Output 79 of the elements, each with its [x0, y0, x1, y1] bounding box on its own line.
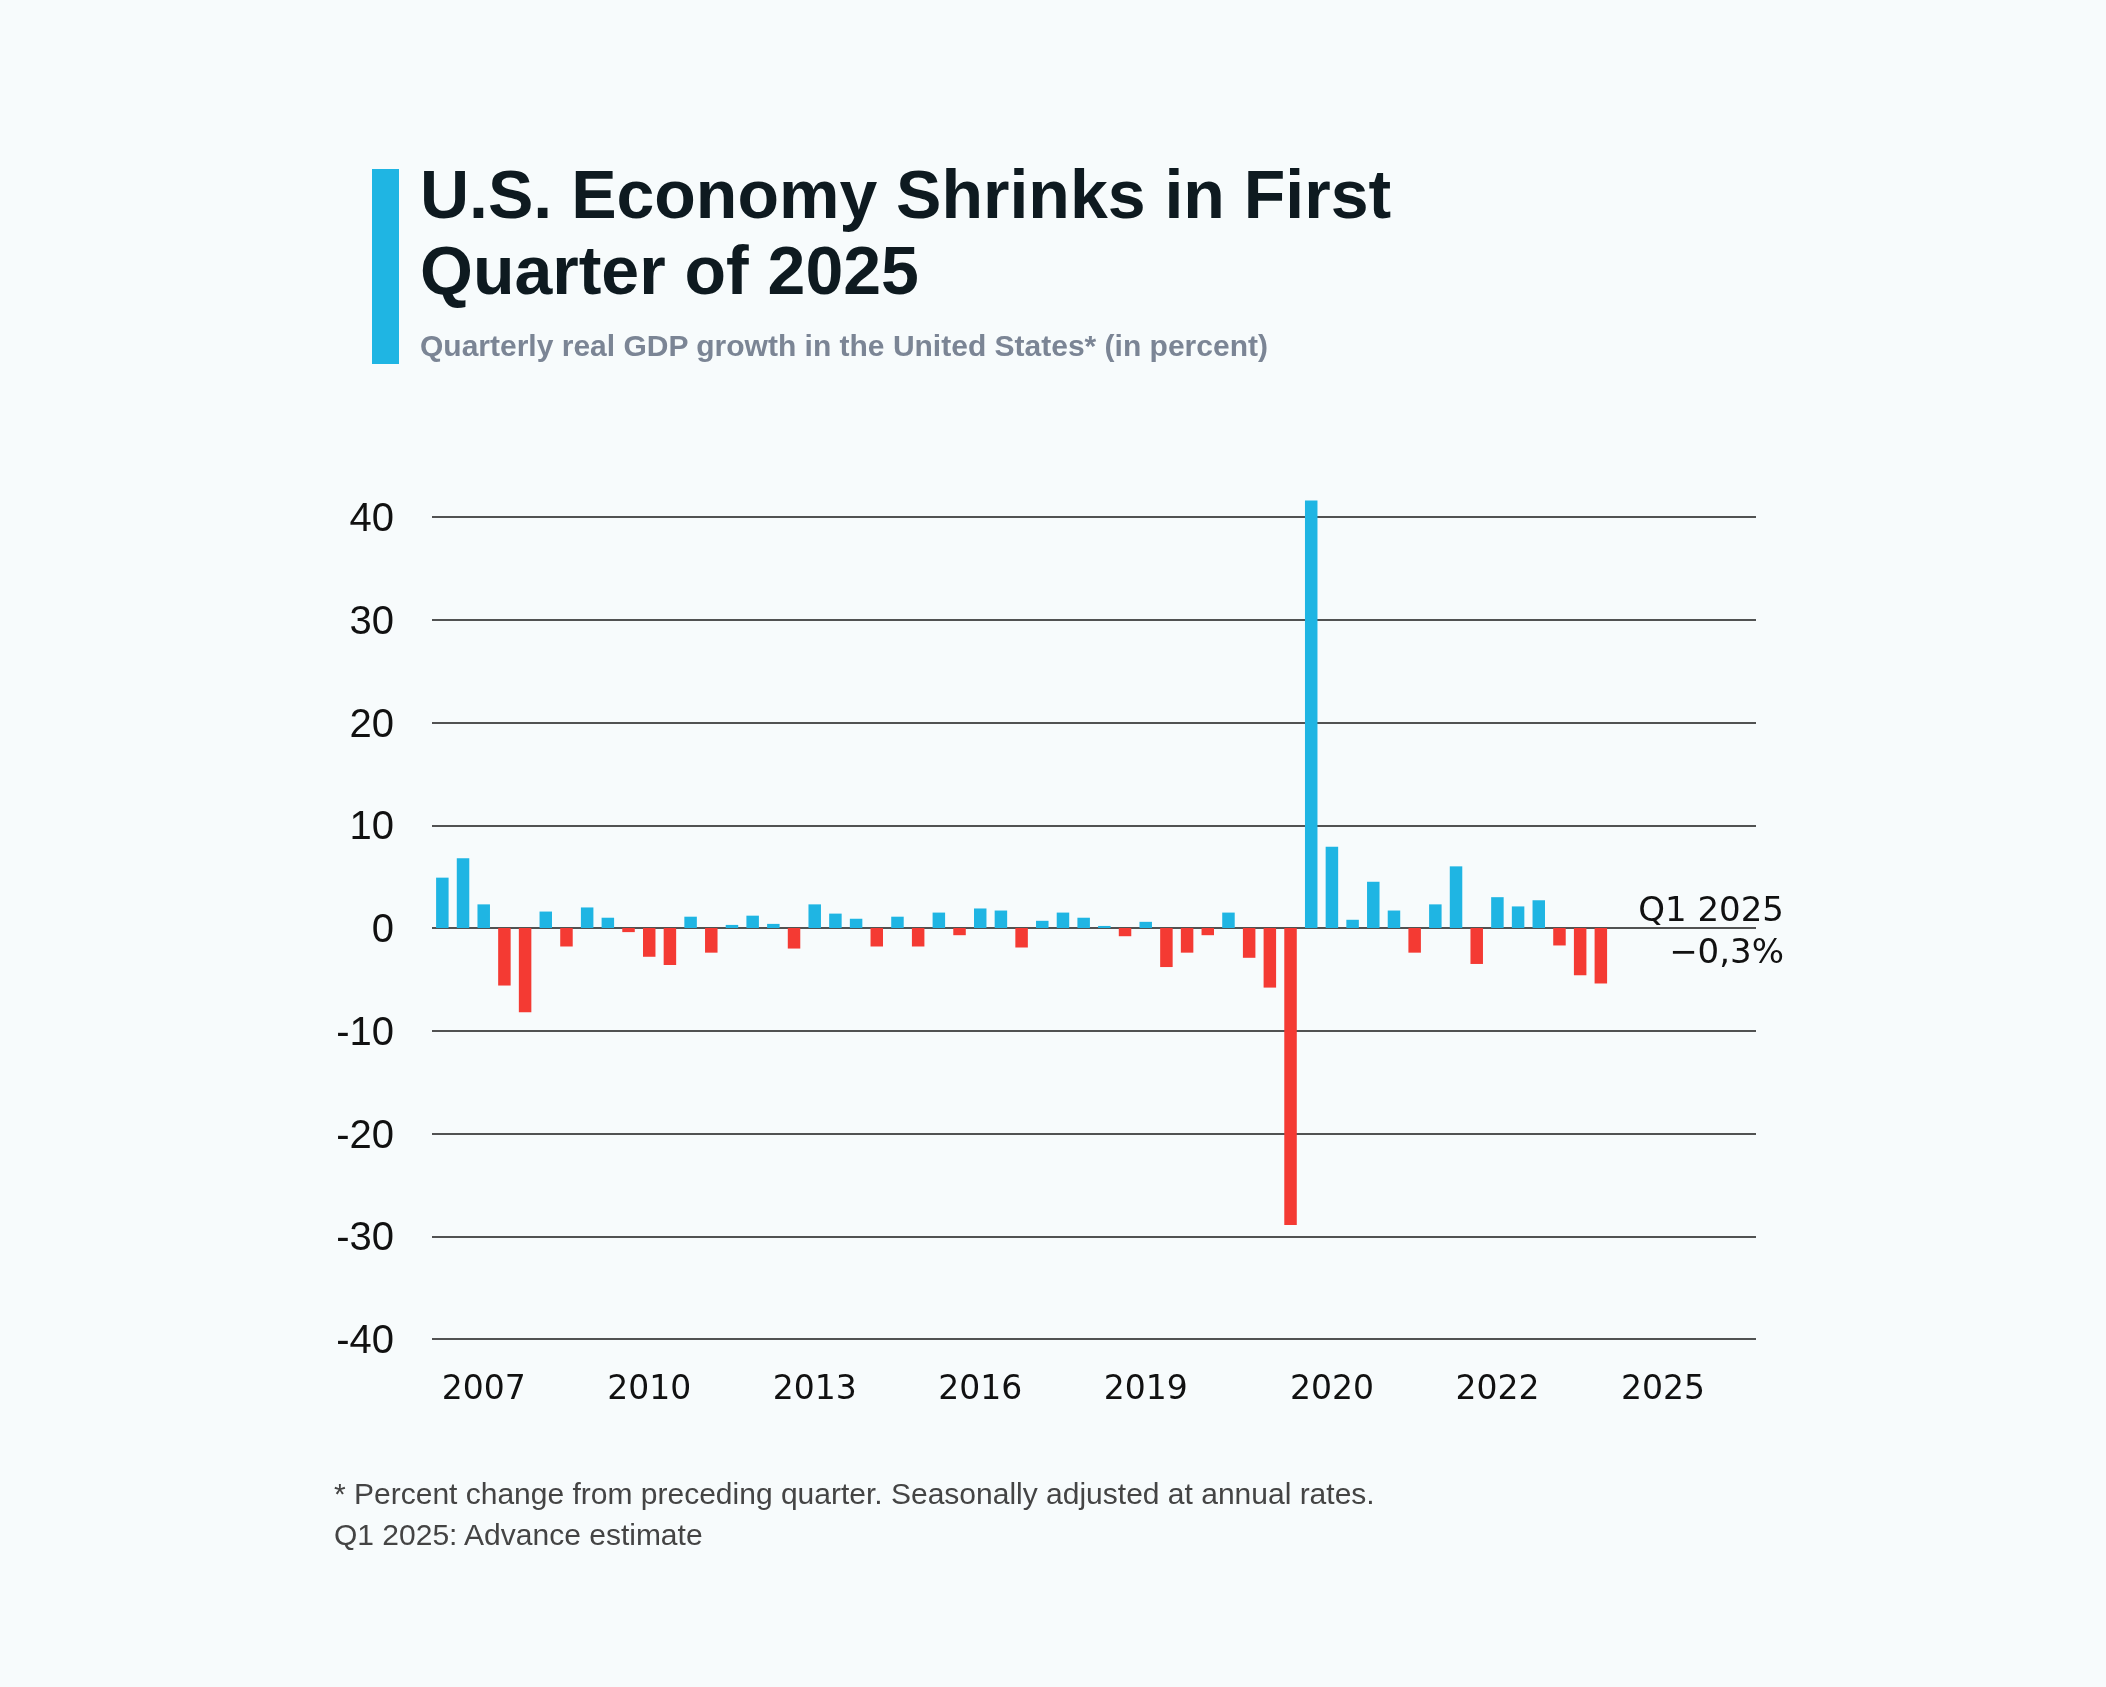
- x-tick-label: 2013: [772, 1368, 857, 1407]
- bar: [1242, 928, 1256, 958]
- bar: [1201, 928, 1215, 936]
- x-tick-label: 2020: [1289, 1368, 1374, 1407]
- chart-title: U.S. Economy Shrinks in First Quarter of 2025: [420, 156, 1393, 308]
- y-tick-label: 10: [349, 803, 394, 848]
- bar: [1284, 928, 1297, 1225]
- bar: [1180, 928, 1194, 953]
- bar: [767, 923, 780, 928]
- bar: [1015, 928, 1028, 948]
- bar: [1594, 928, 1608, 984]
- bar: [684, 916, 697, 928]
- bar: [477, 904, 490, 928]
- bar: [849, 918, 863, 928]
- annotation: Q1 2025 −0,3%: [1638, 888, 1784, 972]
- bar: [1367, 881, 1380, 928]
- bar: [1532, 900, 1546, 928]
- x-tick-label: 2016: [938, 1368, 1023, 1407]
- bar: [518, 928, 532, 1013]
- y-tick-label: 30: [349, 597, 394, 642]
- bar: [436, 877, 449, 928]
- bar: [932, 912, 946, 928]
- y-tick-label: -10: [336, 1008, 394, 1053]
- bar: [622, 928, 635, 933]
- bar: [725, 924, 739, 928]
- x-tick-label: 2019: [1103, 1368, 1188, 1407]
- bar: [787, 928, 801, 949]
- bar: [953, 928, 966, 936]
- bar: [1118, 928, 1132, 937]
- bar: [808, 904, 821, 928]
- x-tick-label: 2010: [607, 1368, 692, 1407]
- bar: [1511, 906, 1525, 928]
- bar: [1408, 928, 1421, 953]
- y-tick-label: -30: [336, 1214, 394, 1259]
- y-tick-label: 40: [349, 495, 394, 539]
- y-tick-label: -40: [336, 1317, 394, 1361]
- bar: [1056, 912, 1070, 928]
- bar: [1449, 866, 1463, 928]
- x-tick-label: 2022: [1455, 1368, 1540, 1407]
- bar: [560, 928, 573, 947]
- y-tick-label: -20: [336, 1111, 394, 1156]
- bar: [746, 915, 759, 928]
- bar: [1429, 904, 1442, 928]
- y-tick-label: 20: [349, 700, 394, 745]
- chart-subtitle: Quarterly real GDP growth in the United States* (in percent): [420, 328, 1268, 364]
- bar: [663, 928, 677, 965]
- bar: [1491, 897, 1504, 928]
- bar: [1387, 910, 1401, 928]
- bar: [1077, 917, 1090, 928]
- bar: [1036, 920, 1049, 928]
- bar: [973, 908, 987, 928]
- y-tick-label: 0: [371, 906, 394, 950]
- bar: [994, 910, 1008, 928]
- bar: [1263, 928, 1277, 988]
- text: * Percent change from preceding quarter. Seasonally adjusted at annual rates.: [334, 1476, 1375, 1512]
- x-tick-label: 2007: [441, 1368, 526, 1407]
- bar: [911, 928, 925, 947]
- bar: [705, 928, 718, 953]
- bar: [1222, 912, 1235, 928]
- bar: [1325, 846, 1339, 928]
- bar: [1553, 928, 1566, 946]
- bar: [870, 928, 884, 947]
- bar: [1098, 925, 1111, 928]
- bar: [1573, 928, 1587, 976]
- bar: [642, 928, 656, 957]
- bar: [498, 928, 511, 986]
- bar: [1470, 928, 1483, 964]
- bar: [539, 911, 553, 928]
- bar: [1304, 500, 1318, 928]
- bar: [1346, 919, 1359, 928]
- bar: [601, 917, 615, 928]
- bar: [1160, 928, 1173, 968]
- x-tick-label: 2025: [1620, 1368, 1705, 1407]
- bar: [829, 913, 842, 928]
- bar: [456, 858, 470, 928]
- text: Q1 2025: Advance estimate: [334, 1517, 704, 1553]
- bar: [891, 916, 904, 928]
- bar: [580, 907, 594, 928]
- bar: [1139, 921, 1152, 928]
